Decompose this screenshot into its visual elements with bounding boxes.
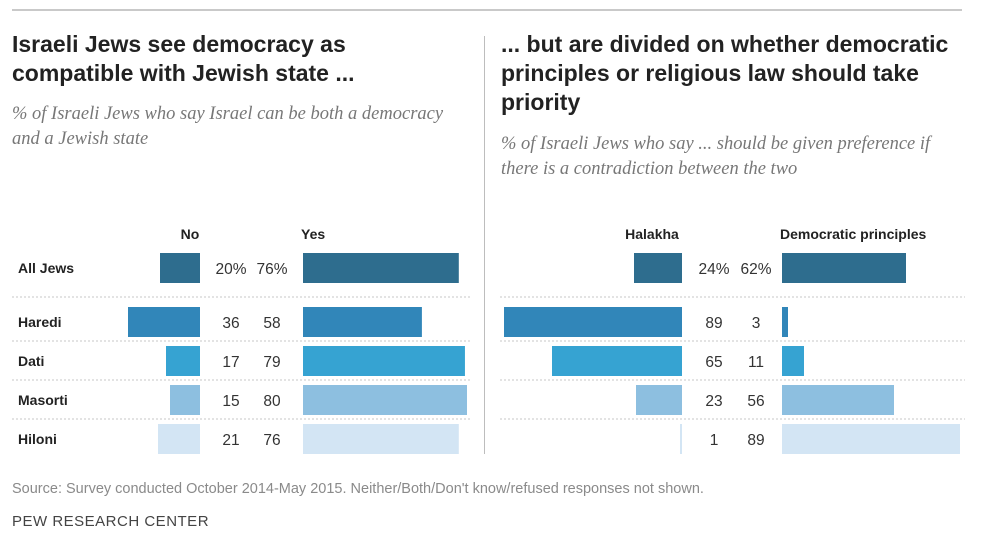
source-note: Source: Survey conducted October 2014-Ma… xyxy=(12,481,704,497)
value-label-halakha-masorti: 23 xyxy=(705,393,722,410)
bar-halakha-all-jews xyxy=(634,253,682,283)
value-label-no-masorti: 15 xyxy=(222,393,239,410)
value-label-democratic-principles-dati: 11 xyxy=(748,354,764,371)
value-label-no-dati: 17 xyxy=(222,354,239,371)
category-label-dati: Dati xyxy=(18,353,44,369)
series-header-democratic-principles: Democratic principles xyxy=(780,226,926,242)
bar-democratic-principles-dati xyxy=(782,346,804,376)
top-rule xyxy=(12,9,962,11)
value-label-halakha-dati: 65 xyxy=(705,354,722,371)
left-chart-title: Israeli Jews see democracy as compatible… xyxy=(12,31,355,86)
right-chart-title: ... but are divided on whether democrati… xyxy=(501,31,949,115)
series-header-no: No xyxy=(181,226,200,242)
value-label-yes-hiloni: 76 xyxy=(263,432,280,449)
bar-yes-dati xyxy=(303,346,465,376)
brand-name: PEW RESEARCH CENTER xyxy=(12,513,210,530)
bar-yes-haredi xyxy=(303,307,422,337)
value-label-yes-dati: 79 xyxy=(263,354,280,371)
value-label-yes-haredi: 58 xyxy=(263,315,280,332)
bar-halakha-dati xyxy=(552,346,682,376)
bar-no-masorti xyxy=(170,385,200,415)
bar-no-haredi xyxy=(128,307,200,337)
value-label-democratic-principles-masorti: 56 xyxy=(747,393,764,410)
right-chart-subtitle: % of Israeli Jews who say ... should be … xyxy=(501,134,931,179)
value-label-halakha-all-jews: 24% xyxy=(698,261,729,278)
left-chart-subtitle: % of Israeli Jews who say Israel can be … xyxy=(12,104,444,149)
value-label-democratic-principles-all-jews: 62% xyxy=(740,261,771,278)
bar-democratic-principles-all-jews xyxy=(782,253,906,283)
value-label-yes-masorti: 80 xyxy=(263,393,281,410)
category-label-hiloni: Hiloni xyxy=(18,431,57,447)
value-label-democratic-principles-hiloni: 89 xyxy=(747,432,764,449)
bar-halakha-masorti xyxy=(636,385,682,415)
panel-divider xyxy=(484,36,485,454)
category-label-all-jews: All Jews xyxy=(18,260,74,276)
value-label-no-hiloni: 21 xyxy=(222,432,239,449)
series-header-halakha: Halakha xyxy=(625,226,679,242)
bar-no-hiloni xyxy=(158,424,200,454)
category-label-masorti: Masorti xyxy=(18,392,68,408)
bar-democratic-principles-masorti xyxy=(782,385,894,415)
bar-halakha-hiloni xyxy=(680,424,682,454)
value-label-halakha-hiloni: 1 xyxy=(710,432,719,449)
bar-halakha-haredi xyxy=(504,307,682,337)
value-label-no-all-jews: 20% xyxy=(215,261,246,278)
bar-yes-masorti xyxy=(303,385,467,415)
bar-democratic-principles-haredi xyxy=(782,307,788,337)
bar-no-dati xyxy=(166,346,200,376)
bar-yes-hiloni xyxy=(303,424,459,454)
bar-no-all-jews xyxy=(160,253,200,283)
bar-yes-all-jews xyxy=(303,253,459,283)
category-label-haredi: Haredi xyxy=(18,314,62,330)
value-label-democratic-principles-haredi: 3 xyxy=(752,315,761,332)
value-label-no-haredi: 36 xyxy=(222,315,239,332)
value-label-yes-all-jews: 76% xyxy=(256,261,287,278)
value-label-halakha-haredi: 89 xyxy=(705,315,722,332)
bar-democratic-principles-hiloni xyxy=(782,424,960,454)
series-header-yes: Yes xyxy=(301,226,325,242)
